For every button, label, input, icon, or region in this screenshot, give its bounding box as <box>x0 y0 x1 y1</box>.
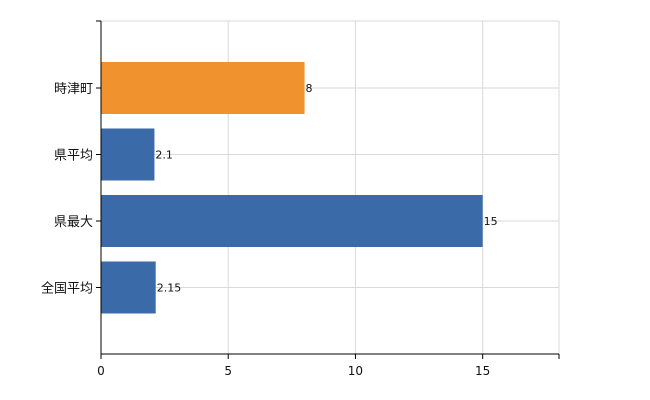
x-tick-label: 5 <box>224 364 232 378</box>
data-label: 2.1 <box>155 149 173 162</box>
data-label: 15 <box>484 215 498 228</box>
data-label: 2.15 <box>157 282 182 295</box>
x-tick-label: 15 <box>475 364 490 378</box>
axes <box>96 20 560 359</box>
x-tick-label: 0 <box>97 364 105 378</box>
bar <box>101 195 483 247</box>
data-label: 8 <box>306 82 313 95</box>
category-label: 全国平均 <box>41 281 93 297</box>
bar <box>101 62 305 114</box>
category-label: 時津町 <box>54 82 93 97</box>
bar <box>101 261 156 314</box>
labels: 8 時津町 2.1 県平均 15 県最大 2.15 全国平均 0 5 10 15 <box>41 82 498 378</box>
bar <box>101 128 155 181</box>
category-label: 県最大 <box>54 215 93 230</box>
bars <box>101 62 483 314</box>
category-label: 県平均 <box>54 149 93 164</box>
x-tick-label: 10 <box>348 364 363 378</box>
